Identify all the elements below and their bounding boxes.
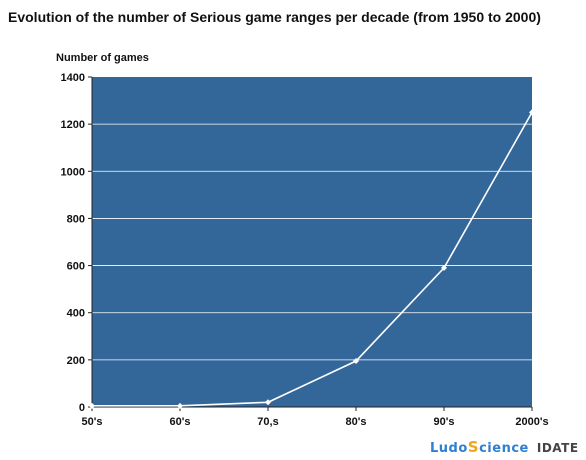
data-point — [441, 264, 447, 271]
series-line — [92, 111, 533, 407]
y-axis-ticks: 0 200 400 600 800 1000 1200 1400 — [61, 72, 92, 414]
data-points — [89, 109, 535, 409]
y-tick-label: 1000 — [61, 166, 85, 178]
y-tick-label: 1400 — [61, 72, 85, 84]
data-point — [353, 358, 359, 365]
logos: LudoScience IDATE — [430, 438, 579, 456]
idate-logo: IDATE — [536, 441, 579, 455]
y-tick-label: 200 — [67, 355, 85, 367]
data-point — [529, 109, 535, 116]
data-point — [265, 399, 271, 406]
y-tick-label: 0 — [79, 402, 85, 414]
x-axis-ticks: 50's 60's 70,s 80's 90's 2000's — [82, 407, 549, 428]
x-tick-label: 60's — [170, 416, 191, 428]
data-point — [89, 402, 95, 409]
plot-area — [92, 77, 532, 407]
chart-title: Evolution of the number of Serious game … — [8, 9, 541, 25]
y-tick-label: 600 — [67, 261, 85, 273]
y-tick-label: 1200 — [61, 119, 85, 131]
y-axis-label: Number of games — [56, 52, 149, 64]
y-tick-label: 400 — [67, 308, 85, 320]
ludoscience-logo: LudoScience — [430, 438, 529, 456]
x-tick-label: 80's — [346, 416, 367, 428]
axes — [91, 77, 532, 408]
grid-lines — [92, 123, 532, 361]
data-point — [177, 402, 183, 409]
x-tick-label: 2000's — [515, 416, 548, 428]
x-tick-label: 90's — [434, 416, 455, 428]
x-tick-label: 50's — [82, 416, 103, 428]
x-tick-label: 70,s — [257, 416, 278, 428]
y-tick-label: 800 — [67, 213, 85, 225]
